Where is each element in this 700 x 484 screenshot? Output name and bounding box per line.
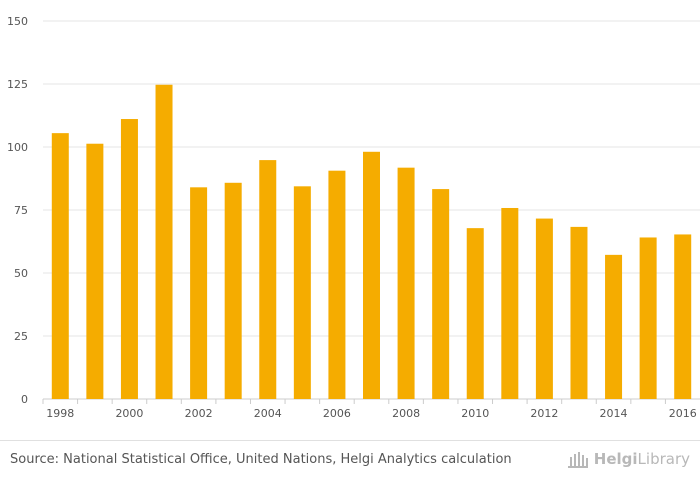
bar-2016[interactable] — [674, 234, 692, 399]
source-note: Source: National Statistical Office, Uni… — [10, 452, 512, 467]
y-tick-label: 25 — [14, 330, 28, 343]
x-tick-label: 2010 — [461, 407, 489, 420]
bar-1999[interactable] — [86, 143, 104, 399]
chart-footer: Source: National Statistical Office, Uni… — [0, 440, 700, 484]
y-tick-label: 150 — [7, 15, 28, 28]
y-tick-label: 75 — [14, 204, 28, 217]
x-tick-label: 1998 — [46, 407, 74, 420]
logo-text-bold: Helgi — [593, 450, 638, 468]
x-tick-label: 2016 — [669, 407, 697, 420]
y-tick-label: 0 — [21, 393, 28, 406]
bar-2000[interactable] — [120, 119, 138, 399]
bar-1998[interactable] — [51, 133, 69, 399]
y-tick-label: 50 — [14, 267, 28, 280]
bar-2005[interactable] — [293, 186, 311, 399]
bar-2001[interactable] — [155, 84, 173, 400]
x-tick-label: 2014 — [600, 407, 628, 420]
x-tick-label: 2006 — [323, 407, 351, 420]
y-tick-label: 125 — [7, 78, 28, 91]
x-tick-label: 2000 — [115, 407, 143, 420]
bar-2003[interactable] — [224, 182, 242, 399]
x-tick-label: 2008 — [392, 407, 420, 420]
bar-2004[interactable] — [259, 160, 277, 399]
bars — [51, 84, 692, 400]
x-axis-tick-labels: 1998 2000 2002 2004 2006 2008 2010 2012 2014 2016 — [42, 399, 697, 420]
helgi-library-logo[interactable]: Helgi Library — [567, 449, 690, 469]
x-tick-label: 2004 — [254, 407, 282, 420]
logo-text-light: Library — [637, 450, 690, 468]
bar-2015[interactable] — [639, 237, 657, 399]
y-axis-tick-labels: 0 25 50 75 100 125 150 — [7, 15, 28, 406]
bar-2006[interactable] — [328, 170, 346, 399]
bar-2012[interactable] — [535, 218, 553, 399]
bar-2011[interactable] — [501, 207, 519, 399]
y-tick-label: 100 — [7, 141, 28, 154]
x-tick-label: 2012 — [530, 407, 558, 420]
library-building-icon — [567, 452, 588, 468]
bar-2002[interactable] — [190, 187, 208, 399]
bar-2009[interactable] — [432, 189, 450, 399]
bar-2014[interactable] — [605, 254, 623, 399]
x-tick-label: 2002 — [185, 407, 213, 420]
bar-2010[interactable] — [466, 228, 484, 399]
bar-2007[interactable] — [363, 151, 380, 399]
bar-2013[interactable] — [570, 226, 588, 399]
bar-2008[interactable] — [397, 167, 415, 399]
